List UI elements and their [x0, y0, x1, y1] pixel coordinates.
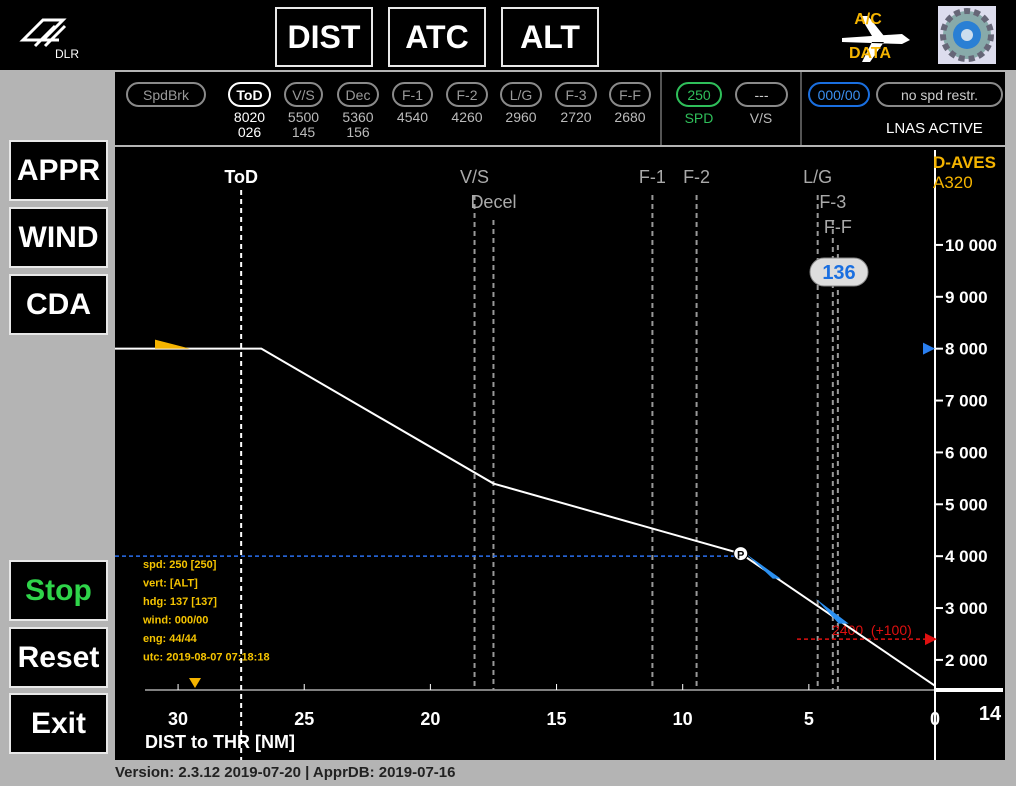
- x-tick-label: 30: [168, 709, 188, 729]
- y-tick-label: 5 000: [945, 495, 988, 514]
- marker-label: F-F: [824, 217, 852, 237]
- marker-label: L/G: [803, 167, 832, 187]
- status-pill[interactable]: SpdBrk: [126, 82, 206, 107]
- y-tick-label: 6 000: [945, 443, 988, 462]
- vs-pill[interactable]: ---: [735, 82, 788, 107]
- marker-label: V/S: [460, 167, 489, 187]
- alt-button[interactable]: ALT: [501, 7, 599, 67]
- status-value: 2960: [505, 109, 537, 125]
- x-tick-label: 10: [673, 709, 693, 729]
- selected-altitude-marker: [923, 342, 935, 355]
- divider: [660, 72, 662, 145]
- status-pill[interactable]: F-3: [555, 82, 597, 107]
- exit-button[interactable]: Exit: [9, 693, 108, 754]
- speed-bubble-label: 136: [822, 262, 855, 284]
- constraint-arrow: [925, 633, 937, 646]
- status-pill[interactable]: F-2: [446, 82, 488, 107]
- chart-background: [115, 147, 1005, 760]
- vs-caption: V/S: [749, 110, 773, 126]
- aircraft-label: A320: [933, 173, 973, 192]
- deviation-wedge: [745, 553, 849, 624]
- info-line: utc: 2019-08-07 07:18:18: [143, 652, 270, 664]
- wind-pill[interactable]: 000/00: [808, 82, 870, 107]
- status-value: 5360: [342, 109, 374, 125]
- constraint-label: 2400 (+100): [832, 622, 912, 638]
- settings-button[interactable]: [938, 6, 996, 64]
- stop-button[interactable]: Stop: [9, 560, 108, 621]
- status-pill[interactable]: V/S: [284, 82, 323, 107]
- reset-button[interactable]: Reset: [9, 627, 108, 688]
- x-tick-label: 20: [420, 709, 440, 729]
- y-tick-label: 3 000: [945, 599, 988, 618]
- speed-bubble: [809, 257, 869, 287]
- status-pill[interactable]: ToD: [228, 82, 271, 107]
- dist-button[interactable]: DIST: [275, 7, 373, 67]
- status-value: 145: [291, 124, 316, 140]
- info-line: wind: 000/00: [142, 615, 208, 627]
- logo: DLR: [19, 18, 79, 61]
- info-line: vert: [ALT]: [143, 578, 198, 590]
- marker-label: F-2: [683, 167, 710, 187]
- status-value: 8020: [233, 109, 266, 125]
- descent-profile: [115, 347, 936, 687]
- logo-text: DLR: [55, 47, 79, 61]
- cda-button[interactable]: CDA: [9, 274, 108, 335]
- y-tick-label: 2 000: [945, 651, 988, 670]
- info-line: eng: 44/44: [143, 633, 198, 645]
- mode-text: LNAS ACTIVE: [886, 120, 983, 137]
- speed-pill[interactable]: 250: [676, 82, 722, 107]
- status-pill[interactable]: L/G: [500, 82, 542, 107]
- restriction-pill[interactable]: no spd restr.: [876, 82, 1003, 107]
- marker-label: ToD: [224, 167, 258, 187]
- x-tick-label: 15: [547, 709, 567, 729]
- status-value: 5500: [287, 109, 320, 125]
- status-value: 026: [237, 124, 262, 140]
- status-value: 2680: [614, 109, 646, 125]
- appr-button[interactable]: APPR: [9, 140, 108, 201]
- marker-label: Decel: [470, 192, 516, 212]
- x-tick-label: 0: [930, 709, 940, 729]
- info-line: hdg: 137 [137]: [143, 596, 217, 608]
- pilot-marker: [733, 546, 749, 562]
- status-value: 2720: [560, 109, 592, 125]
- x-axis-label: DIST to THR [NM]: [145, 732, 295, 752]
- range-label: 14: [979, 703, 1002, 725]
- atc-button[interactable]: ATC: [388, 7, 486, 67]
- marker-label: F-3: [819, 192, 846, 212]
- y-tick-label: 4 000: [945, 547, 988, 566]
- status-value: 156: [346, 124, 370, 140]
- ac-data-label: DATA: [849, 45, 892, 62]
- status-pill[interactable]: F-1: [392, 82, 433, 107]
- ac-data-label: A/C: [854, 11, 882, 28]
- status-pill[interactable]: Dec: [337, 82, 379, 107]
- status-value: 4260: [451, 109, 483, 125]
- x-tick-label: 25: [294, 709, 314, 729]
- status-value: 4540: [396, 109, 429, 125]
- marker-label: F-1: [639, 167, 666, 187]
- footer: Version: 2.3.12 2019-07-20 | ApprDB: 201…: [115, 764, 456, 781]
- x-tick-label: 5: [804, 709, 814, 729]
- y-tick-label: 10 000: [945, 236, 997, 255]
- status-pill[interactable]: F-F: [609, 82, 651, 107]
- wind-button[interactable]: WIND: [9, 207, 108, 268]
- y-tick-label: 7 000: [945, 392, 988, 411]
- speed-caption: SPD: [684, 110, 714, 126]
- aircraft-label: D-AVES: [933, 153, 996, 172]
- ac-data-button[interactable]: A/C DATA: [832, 6, 912, 66]
- info-line: spd: 250 [250]: [143, 559, 217, 571]
- divider: [800, 72, 802, 145]
- pilot-marker-label: P: [737, 550, 744, 562]
- y-tick-label: 9 000: [945, 288, 988, 307]
- y-tick-label: 8 000: [945, 340, 988, 359]
- aircraft-position: [189, 678, 201, 688]
- aircraft-flag: [155, 339, 190, 349]
